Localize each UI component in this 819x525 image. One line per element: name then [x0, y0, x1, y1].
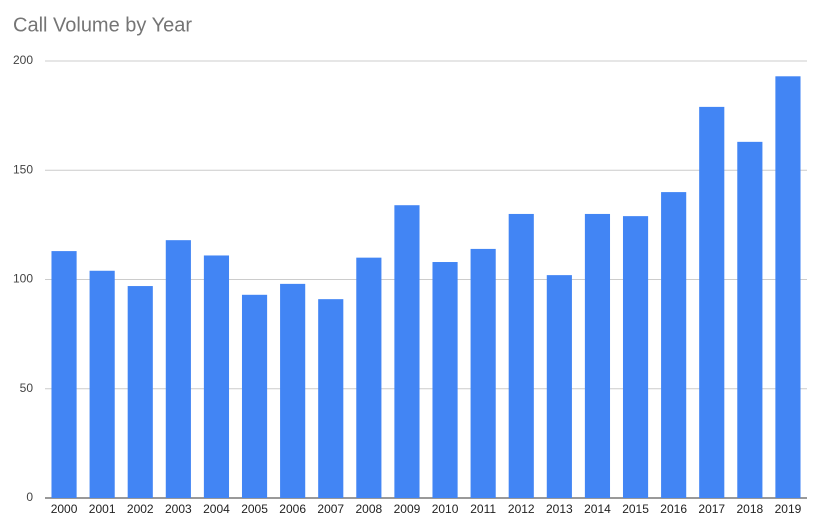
bar	[584, 213, 611, 498]
bar	[661, 192, 687, 498]
bar	[432, 262, 458, 498]
x-tick-label: 2009	[394, 502, 421, 516]
x-tick-label: 2019	[775, 502, 802, 516]
x-tick-label: 2014	[584, 502, 611, 516]
bar	[699, 106, 725, 498]
y-tick-label: 50	[20, 381, 34, 395]
y-tick-label: 0	[26, 490, 33, 504]
x-tick-label: 2011	[470, 502, 496, 516]
bar	[737, 141, 763, 498]
x-tick-label: 2010	[432, 502, 459, 516]
x-tick-label: 2016	[660, 502, 687, 516]
x-tick-label: 2018	[736, 502, 763, 516]
x-tick-label: 2002	[127, 502, 154, 516]
y-tick-label: 200	[13, 53, 33, 67]
x-tick-label: 2004	[203, 502, 230, 516]
bar	[51, 251, 77, 498]
bar	[165, 240, 191, 499]
bar	[775, 76, 801, 499]
bar	[318, 299, 344, 498]
bar	[203, 255, 230, 498]
bar	[508, 213, 534, 498]
y-tick-label: 150	[13, 162, 33, 176]
bar	[241, 294, 268, 498]
x-tick-label: 2012	[508, 502, 535, 516]
bar	[470, 248, 496, 498]
x-tick-label: 2000	[51, 502, 78, 516]
bar	[546, 275, 572, 498]
x-tick-label: 2003	[165, 502, 192, 516]
x-tick-label: 2013	[546, 502, 573, 516]
x-tick-label: 2007	[317, 502, 344, 516]
y-tick-label: 100	[13, 272, 33, 286]
bar	[127, 286, 153, 498]
bar	[394, 205, 420, 498]
bar	[89, 270, 115, 498]
x-tick-label: 2005	[241, 502, 268, 516]
bar	[622, 216, 649, 498]
bar	[356, 257, 382, 498]
chart-title: Call Volume by Year	[13, 14, 192, 36]
x-tick-label: 2006	[279, 502, 306, 516]
x-tick-label: 2008	[355, 502, 382, 516]
x-tick-label: 2017	[698, 502, 725, 516]
bar	[280, 283, 306, 498]
x-tick-label: 2001	[89, 502, 116, 516]
x-tick-label: 2015	[622, 502, 649, 516]
